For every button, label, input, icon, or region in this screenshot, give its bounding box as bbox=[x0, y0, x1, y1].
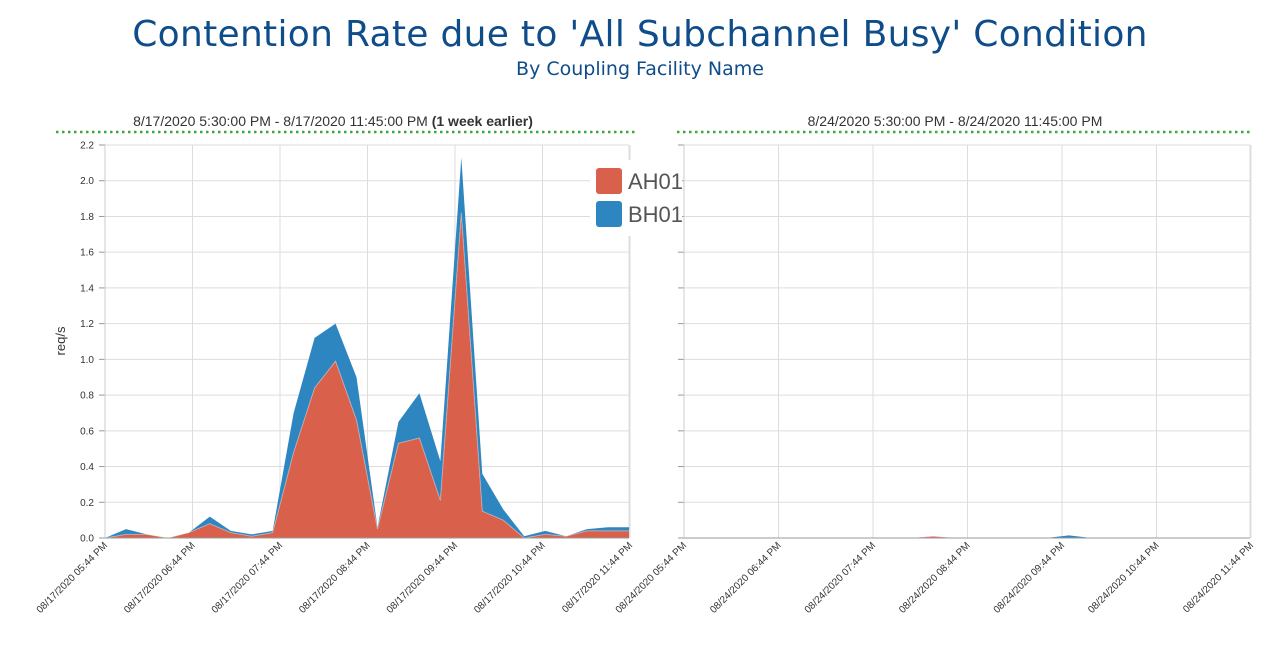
y-tick-label: 1.6 bbox=[80, 248, 94, 259]
y-axis-label: req/s bbox=[53, 326, 68, 355]
panel-left-label: 8/17/2020 5:30:00 PM - 8/17/2020 11:45:0… bbox=[133, 113, 533, 129]
y-tick-label: 0.2 bbox=[80, 498, 94, 509]
legend-swatch-ah01 bbox=[596, 168, 622, 194]
x-tick-label: 08/24/2020 07:44 PM bbox=[803, 540, 878, 615]
x-tick-label: 08/24/2020 08:44 PM bbox=[897, 540, 972, 615]
y-tick-label: 0.0 bbox=[80, 534, 94, 545]
chart-title: Contention Rate due to 'All Subchannel B… bbox=[132, 14, 1148, 55]
x-tick-label: 08/24/2020 11:44 PM bbox=[1181, 540, 1256, 615]
y-tick-label: 2.2 bbox=[80, 141, 94, 152]
panel-left-label-range: 8/17/2020 5:30:00 PM - 8/17/2020 11:45:0… bbox=[133, 113, 428, 129]
x-tick-label: 08/17/2020 08:44 PM bbox=[297, 540, 372, 615]
y-tick-label: 1.4 bbox=[80, 283, 94, 294]
legend-label-ah01: AH01 bbox=[628, 169, 683, 194]
x-tick-label: 08/24/2020 06:44 PM bbox=[708, 540, 783, 615]
legend-label-bh01: BH01 bbox=[628, 202, 683, 227]
legend-swatch-bh01 bbox=[596, 201, 622, 227]
panel-right-label: 8/24/2020 5:30:00 PM - 8/24/2020 11:45:0… bbox=[808, 113, 1103, 129]
area-series-bh01 bbox=[105, 157, 629, 538]
x-tick-label: 08/24/2020 10:44 PM bbox=[1086, 540, 1161, 615]
y-tick-label: 1.0 bbox=[80, 355, 94, 366]
series-boundary bbox=[104, 212, 629, 539]
y-tick-label: 1.8 bbox=[80, 212, 94, 223]
y-tick-label: 0.8 bbox=[80, 391, 94, 402]
panel-left-label-note: (1 week earlier) bbox=[428, 113, 533, 129]
y-tick-label: 2.0 bbox=[80, 176, 94, 187]
x-tick-label: 08/17/2020 06:44 PM bbox=[122, 540, 197, 615]
y-tick-label: 0.4 bbox=[80, 462, 94, 473]
chart-subtitle: By Coupling Facility Name bbox=[516, 58, 764, 80]
y-tick-label: 1.2 bbox=[80, 319, 94, 330]
x-tick-label: 08/17/2020 05:44 PM bbox=[35, 540, 110, 615]
x-tick-label: 08/24/2020 09:44 PM bbox=[992, 540, 1067, 615]
panel-right-label-range: 8/24/2020 5:30:00 PM - 8/24/2020 11:45:0… bbox=[808, 113, 1103, 129]
x-tick-label: 08/17/2020 10:44 PM bbox=[472, 540, 547, 615]
y-tick-label: 0.6 bbox=[80, 426, 94, 437]
x-tick-label: 08/17/2020 09:44 PM bbox=[385, 540, 460, 615]
x-tick-label: 08/17/2020 07:44 PM bbox=[210, 540, 285, 615]
